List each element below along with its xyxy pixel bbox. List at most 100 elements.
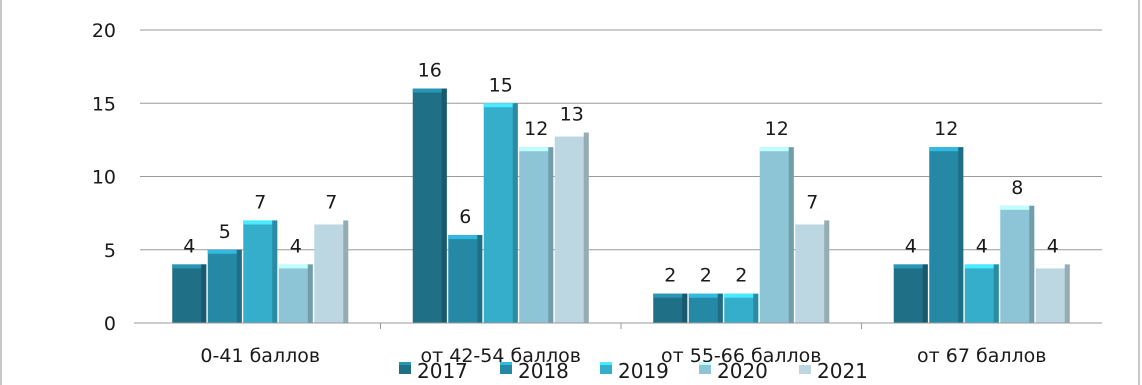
legend-item: 2021	[799, 359, 868, 383]
bar-side	[548, 147, 554, 323]
data-label: 16	[418, 60, 442, 82]
bar-top	[207, 249, 242, 254]
legend-label: 2017	[417, 359, 468, 383]
bar-top	[483, 103, 518, 108]
bar-top	[172, 264, 207, 269]
bar-side	[512, 103, 518, 323]
x-axis: 0-41 баллов от 42-54 баллов от 55-66 балло…	[134, 322, 1102, 367]
bar	[759, 147, 794, 323]
bar-side	[236, 249, 242, 323]
legend-swatch-top	[799, 362, 811, 365]
legend-swatch-top	[600, 362, 612, 365]
bar-top	[314, 220, 349, 225]
bar-side	[201, 264, 207, 323]
bar	[412, 88, 447, 323]
bar-side	[1064, 264, 1070, 323]
data-labels: 4 5 7 4 7 16 6 15 12 13 2 2 2 12 7 4 12 4 8 4	[183, 60, 1059, 287]
bars	[172, 88, 1070, 323]
bar	[519, 147, 554, 323]
bar-top	[929, 147, 964, 152]
legend-item: 2019	[600, 359, 669, 383]
legend-item: 2018	[500, 359, 569, 383]
bar	[1035, 264, 1070, 323]
y-tick-label: 5	[104, 240, 116, 262]
bar-side	[824, 220, 830, 323]
bar-face	[795, 220, 830, 323]
data-label: 12	[524, 118, 548, 140]
x-tick-label: от 67 баллов	[917, 345, 1046, 367]
x-tick-label: от 55-66 баллов	[661, 345, 821, 367]
bar-face	[1035, 264, 1070, 323]
bar-face	[964, 264, 999, 323]
data-label: 15	[489, 74, 513, 96]
bar-face	[519, 147, 554, 323]
bar-top	[653, 293, 688, 298]
bar	[724, 293, 759, 323]
bar-side	[922, 264, 928, 323]
bar	[314, 220, 349, 323]
data-label: 7	[806, 191, 818, 213]
bar-top	[893, 264, 928, 269]
bar-face	[448, 235, 483, 323]
data-label: 2	[700, 265, 712, 287]
bar-side	[717, 293, 723, 323]
data-label: 2	[735, 265, 747, 287]
bar-face	[759, 147, 794, 323]
bar	[172, 264, 207, 323]
bar-face	[893, 264, 928, 323]
bar-top	[795, 220, 830, 225]
legend-item: 2020	[699, 359, 768, 383]
bar-face	[688, 293, 723, 323]
bar	[243, 220, 278, 323]
bar	[207, 249, 242, 323]
legend-label: 2021	[817, 359, 868, 383]
bar-side	[993, 264, 999, 323]
bar-top	[278, 264, 313, 269]
bar-face	[314, 220, 349, 323]
bar-top	[554, 132, 589, 137]
bar-face	[554, 132, 589, 323]
bar-top	[1035, 264, 1070, 269]
bar-face	[207, 249, 242, 323]
bar-face	[483, 103, 518, 323]
legend-label: 2019	[618, 359, 669, 383]
bar-side	[753, 293, 759, 323]
bar-side	[958, 147, 964, 323]
bar	[483, 103, 518, 323]
bar	[448, 235, 483, 323]
legend-swatch-top	[699, 362, 711, 365]
bar-side	[1029, 205, 1035, 323]
bar-face	[653, 293, 688, 323]
y-tick-label: 0	[104, 313, 116, 335]
bar-face	[172, 264, 207, 323]
bar-side	[583, 132, 589, 323]
data-label: 4	[1047, 235, 1059, 257]
data-label: 4	[976, 235, 988, 257]
bar-face	[929, 147, 964, 323]
bar-face	[243, 220, 278, 323]
bar	[554, 132, 589, 323]
bar	[893, 264, 928, 323]
bar-side	[788, 147, 794, 323]
data-label: 6	[459, 206, 471, 228]
bar-top	[448, 235, 483, 240]
bar-side	[441, 88, 447, 323]
x-tick-label: 0-41 баллов	[200, 345, 320, 367]
data-label: 12	[765, 118, 789, 140]
bar-top	[1000, 205, 1035, 210]
legend-label: 2018	[518, 359, 569, 383]
data-label: 4	[290, 235, 302, 257]
legend-swatch-top	[500, 362, 512, 365]
legend: 2017 2018 2019 2020 2021	[399, 359, 868, 383]
data-label: 13	[560, 104, 584, 126]
bar-top	[243, 220, 278, 225]
bar-top	[759, 147, 794, 152]
bar-face	[278, 264, 313, 323]
bar	[964, 264, 999, 323]
bar	[1000, 205, 1035, 323]
y-tick-label: 10	[92, 167, 116, 189]
bar-top	[964, 264, 999, 269]
y-tick-label: 20	[92, 20, 116, 42]
